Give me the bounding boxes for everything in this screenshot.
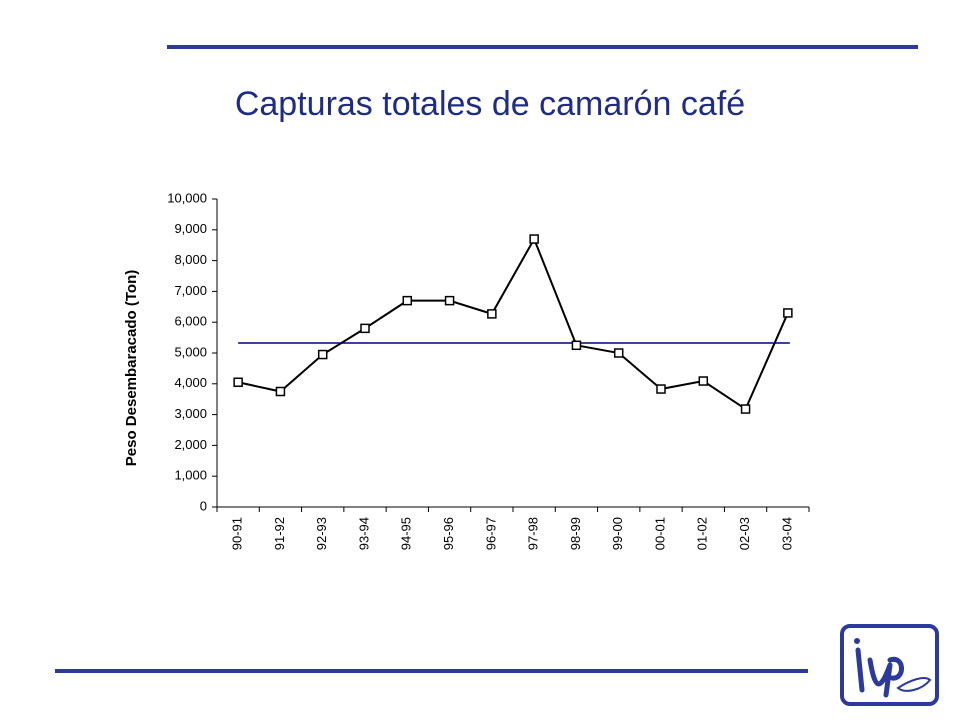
marker	[360, 323, 370, 334]
y-tick-label: 4,000	[174, 375, 207, 390]
marker	[402, 295, 413, 306]
marker	[571, 340, 582, 351]
x-tick-label: 96-97	[483, 517, 498, 550]
x-tick-label: 00-01	[652, 517, 667, 550]
marker	[740, 404, 751, 414]
x-tick-label: 98-99	[568, 517, 583, 550]
y-tick-label: 8,000	[174, 252, 207, 267]
x-tick-label: 02-03	[737, 517, 752, 550]
logo-letters	[855, 647, 904, 698]
x-tick-label: 90-91	[230, 517, 245, 550]
x-tick-label: 94-95	[399, 517, 414, 550]
marker	[656, 384, 666, 394]
x-tick-label: 95-96	[441, 517, 456, 550]
chart-title: Capturas totales de camarón café	[235, 85, 745, 123]
x-tick-label: 01-02	[695, 517, 710, 550]
marker	[487, 309, 497, 319]
x-tick-label: 91-92	[272, 517, 287, 550]
y-tick-label: 9,000	[174, 221, 207, 236]
y-tick-label: 3,000	[174, 406, 207, 421]
marker	[233, 377, 243, 388]
logo	[840, 624, 939, 706]
logo-dot	[854, 638, 860, 644]
marker	[783, 308, 793, 318]
y-tick-label: 0	[200, 498, 207, 513]
x-tick-label: 03-04	[779, 517, 794, 550]
x-tick-label: 93-94	[356, 517, 371, 550]
x-tick-label: 92-93	[314, 517, 329, 550]
y-tick-label: 6,000	[174, 314, 207, 329]
marker	[529, 234, 539, 244]
logo-shell	[896, 677, 932, 692]
y-tick-label: 10,000	[167, 190, 207, 205]
y-axis-label: Peso Desembaracado (Ton)	[123, 270, 140, 466]
y-tick-label: 2,000	[174, 437, 207, 452]
marker	[698, 376, 709, 386]
y-tick-label: 7,000	[174, 283, 207, 298]
marker	[275, 386, 286, 397]
series-line	[237, 236, 789, 411]
x-tick-label: 97-98	[526, 517, 541, 550]
marker	[613, 348, 624, 358]
marker	[317, 349, 328, 360]
y-tick-label: 5,000	[174, 344, 207, 359]
marker	[444, 295, 455, 306]
x-tick-label: 99-00	[610, 517, 625, 550]
y-tick-label: 1,000	[174, 468, 207, 483]
